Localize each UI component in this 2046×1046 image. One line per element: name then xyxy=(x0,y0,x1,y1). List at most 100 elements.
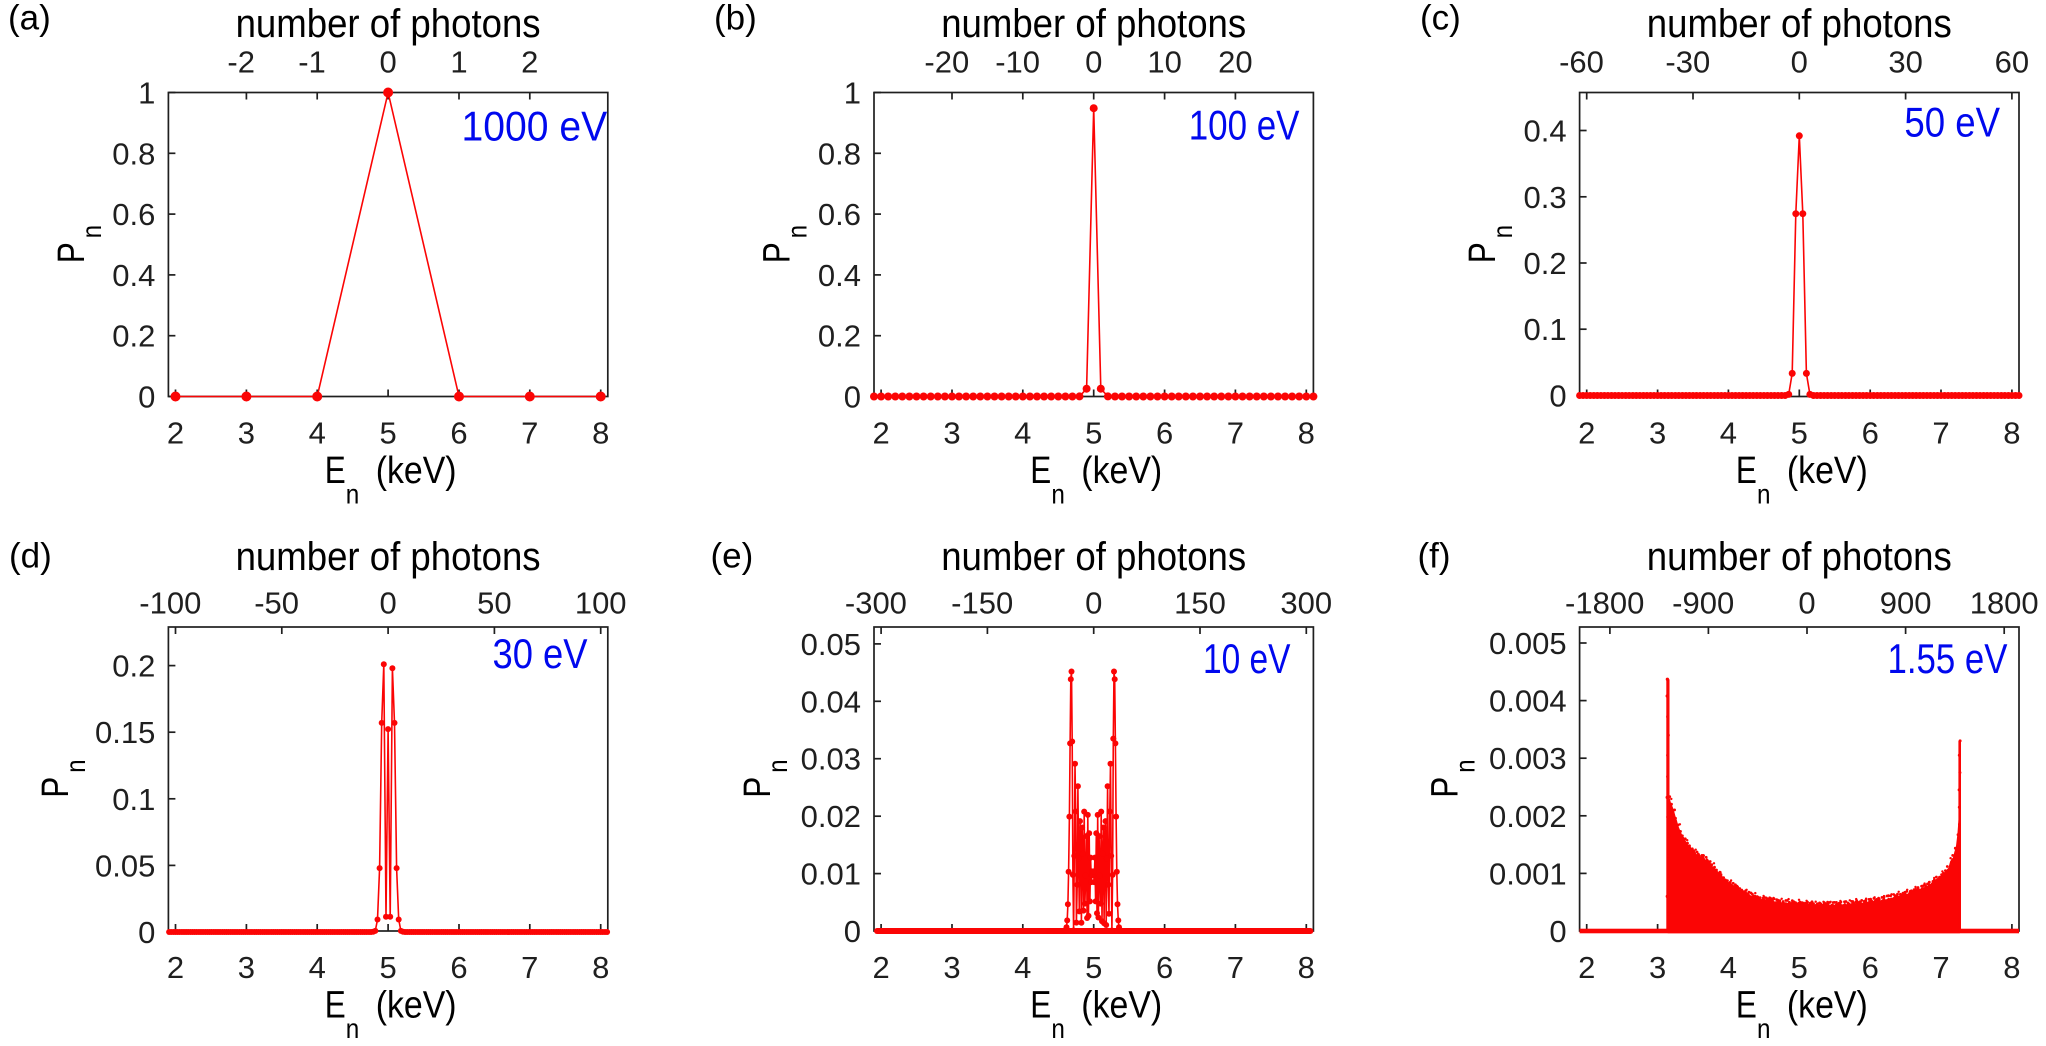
svg-text:1: 1 xyxy=(138,76,155,111)
svg-text:7: 7 xyxy=(1932,950,1949,985)
svg-text:5: 5 xyxy=(1791,950,1808,985)
svg-text:0: 0 xyxy=(138,915,155,950)
svg-text:0: 0 xyxy=(1085,586,1102,621)
svg-text:n: n xyxy=(1487,225,1518,238)
svg-text:(keV): (keV) xyxy=(1787,985,1868,1027)
svg-text:150: 150 xyxy=(1174,586,1226,621)
svg-text:n: n xyxy=(60,760,91,773)
svg-text:number of photons: number of photons xyxy=(1647,2,1952,46)
svg-text:4: 4 xyxy=(309,416,326,451)
svg-text:(keV): (keV) xyxy=(1081,985,1162,1027)
svg-text:(keV): (keV) xyxy=(376,450,457,492)
svg-text:0.04: 0.04 xyxy=(801,684,861,719)
svg-text:5: 5 xyxy=(379,950,396,985)
svg-text:n: n xyxy=(346,1013,360,1044)
svg-text:0.2: 0.2 xyxy=(1523,246,1566,281)
svg-text:1: 1 xyxy=(450,45,467,80)
svg-text:3: 3 xyxy=(238,950,255,985)
svg-text:2: 2 xyxy=(872,950,889,985)
svg-text:P: P xyxy=(35,777,77,798)
svg-text:E: E xyxy=(325,450,346,492)
svg-text:n: n xyxy=(1757,478,1771,509)
svg-text:n: n xyxy=(76,225,107,238)
svg-text:300: 300 xyxy=(1280,586,1332,621)
svg-text:0.4: 0.4 xyxy=(1523,114,1566,149)
svg-text:number of photons: number of photons xyxy=(236,535,541,579)
svg-text:0.1: 0.1 xyxy=(1523,312,1566,347)
svg-text:8: 8 xyxy=(2003,950,2020,985)
svg-text:8: 8 xyxy=(1298,416,1315,451)
svg-text:4: 4 xyxy=(1014,416,1031,451)
svg-text:number of photons: number of photons xyxy=(941,2,1246,46)
svg-text:30 eV: 30 eV xyxy=(493,630,588,677)
svg-text:5: 5 xyxy=(1085,950,1102,985)
svg-text:1.55 eV: 1.55 eV xyxy=(1888,635,2008,682)
svg-text:(c): (c) xyxy=(1420,0,1461,38)
svg-text:0: 0 xyxy=(138,380,155,415)
svg-text:(keV): (keV) xyxy=(1787,450,1868,492)
svg-text:0.2: 0.2 xyxy=(112,649,155,684)
svg-text:0.15: 0.15 xyxy=(95,715,155,750)
svg-text:(e): (e) xyxy=(711,537,754,576)
svg-text:100: 100 xyxy=(575,586,627,621)
svg-text:6: 6 xyxy=(450,950,467,985)
svg-text:number of photons: number of photons xyxy=(236,2,541,46)
svg-text:5: 5 xyxy=(1085,416,1102,451)
svg-text:E: E xyxy=(1736,985,1757,1027)
svg-text:2: 2 xyxy=(1578,950,1595,985)
svg-text:(keV): (keV) xyxy=(1081,450,1162,492)
svg-text:3: 3 xyxy=(238,416,255,451)
svg-text:8: 8 xyxy=(592,416,609,451)
svg-text:7: 7 xyxy=(521,416,538,451)
svg-text:-1: -1 xyxy=(298,45,326,80)
svg-text:E: E xyxy=(1736,450,1757,492)
svg-text:100 eV: 100 eV xyxy=(1189,101,1300,148)
svg-text:5: 5 xyxy=(379,416,396,451)
svg-text:10: 10 xyxy=(1147,45,1181,80)
svg-text:0: 0 xyxy=(844,914,861,949)
svg-text:-1800: -1800 xyxy=(1565,586,1644,621)
svg-text:0.002: 0.002 xyxy=(1489,799,1567,834)
svg-text:0.03: 0.03 xyxy=(801,742,861,777)
svg-text:8: 8 xyxy=(592,950,609,985)
svg-text:(b): (b) xyxy=(714,0,757,38)
svg-text:2: 2 xyxy=(167,950,184,985)
svg-text:6: 6 xyxy=(1862,950,1879,985)
svg-text:-10: -10 xyxy=(995,45,1040,80)
svg-text:4: 4 xyxy=(1014,950,1031,985)
svg-text:6: 6 xyxy=(1862,416,1879,451)
svg-text:900: 900 xyxy=(1880,586,1932,621)
svg-text:P: P xyxy=(737,777,779,798)
svg-text:(keV): (keV) xyxy=(376,985,457,1027)
svg-text:50 eV: 50 eV xyxy=(1904,98,2000,145)
svg-text:P: P xyxy=(757,242,799,263)
svg-text:30: 30 xyxy=(1888,45,1922,80)
svg-text:4: 4 xyxy=(1720,950,1737,985)
svg-text:-300: -300 xyxy=(845,586,907,621)
svg-text:0.1: 0.1 xyxy=(112,782,155,817)
svg-text:0.2: 0.2 xyxy=(112,319,155,354)
svg-text:(f): (f) xyxy=(1418,537,1451,576)
svg-text:3: 3 xyxy=(943,950,960,985)
svg-text:4: 4 xyxy=(1720,416,1737,451)
svg-text:7: 7 xyxy=(1227,950,1244,985)
svg-text:0: 0 xyxy=(1549,379,1566,414)
svg-text:P: P xyxy=(1462,242,1504,263)
svg-text:0.001: 0.001 xyxy=(1489,856,1567,891)
svg-text:n: n xyxy=(762,760,793,773)
svg-text:0.003: 0.003 xyxy=(1489,741,1567,776)
svg-text:-30: -30 xyxy=(1665,45,1710,80)
svg-text:7: 7 xyxy=(1227,416,1244,451)
svg-text:0: 0 xyxy=(1549,914,1566,949)
svg-text:3: 3 xyxy=(1649,950,1666,985)
svg-text:0.01: 0.01 xyxy=(801,857,861,892)
svg-text:0.8: 0.8 xyxy=(112,136,155,171)
svg-text:n: n xyxy=(1051,478,1065,509)
svg-text:6: 6 xyxy=(1156,416,1173,451)
svg-text:7: 7 xyxy=(521,950,538,985)
svg-text:0.3: 0.3 xyxy=(1523,180,1566,215)
svg-text:5: 5 xyxy=(1791,416,1808,451)
svg-text:number of photons: number of photons xyxy=(1647,535,1952,579)
svg-text:2: 2 xyxy=(1578,416,1595,451)
svg-text:2: 2 xyxy=(167,416,184,451)
